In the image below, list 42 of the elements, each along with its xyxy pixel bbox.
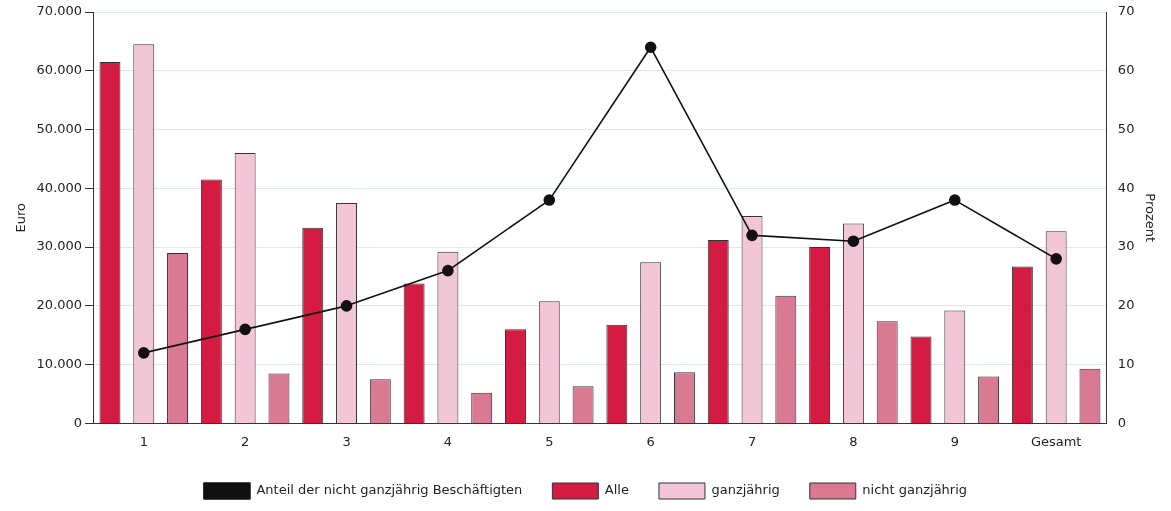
point — [644, 41, 657, 54]
y2-tick-label: 30 — [1117, 238, 1135, 254]
point — [340, 300, 353, 312]
x-tick-label: 5 — [545, 433, 554, 449]
point — [948, 194, 961, 206]
y2-tick-label: 60 — [1117, 62, 1135, 78]
x-tick-label: 3 — [342, 433, 351, 449]
y-tick-label: 20.000 — [36, 297, 83, 313]
point — [543, 194, 556, 206]
x-tick-label: 6 — [646, 433, 655, 449]
y-tick-label: 60.000 — [36, 62, 83, 78]
y2-tick-label: 10 — [1117, 356, 1135, 371]
point — [239, 323, 251, 336]
x-tick-label: 2 — [241, 433, 250, 449]
x-tick-label: 9 — [950, 433, 959, 449]
point — [442, 264, 454, 277]
y2-tick-label: 50 — [1117, 120, 1135, 136]
legend-label: ganzjährig — [711, 482, 780, 498]
point — [1050, 253, 1062, 265]
legend-label: Alle — [604, 482, 629, 498]
legend-label: Anteil der nicht ganzjährig Beschäftigten — [256, 482, 523, 498]
x-tick-label: 8 — [849, 433, 858, 449]
x-tick-label: 1 — [139, 433, 148, 449]
y-tick-label: 50.000 — [36, 120, 83, 136]
y2-tick-label: 40 — [1117, 179, 1135, 195]
y2-tick-label: 70 — [1117, 3, 1135, 19]
x-tick-label: Gesamt — [1030, 433, 1082, 449]
x-tick-label: 4 — [443, 433, 453, 449]
y-tick-label: 70.000 — [36, 3, 83, 19]
y-tick-label: 30.000 — [36, 238, 83, 254]
x-tick-label: 7 — [747, 433, 757, 449]
y2-tick-label: 20 — [1117, 297, 1135, 313]
y-tick-label: 10.000 — [36, 356, 83, 371]
point — [746, 229, 758, 242]
y2-tick-label: 0 — [1117, 414, 1127, 430]
y-axis-title: Euro — [13, 202, 29, 233]
y-tick-label: 40.000 — [36, 179, 83, 195]
y2-axis-title: Prozent — [1142, 193, 1158, 243]
legend-label: nicht ganzjährig — [862, 482, 968, 498]
y-tick-label: 0 — [73, 414, 83, 430]
point — [847, 235, 860, 248]
point — [137, 347, 150, 359]
